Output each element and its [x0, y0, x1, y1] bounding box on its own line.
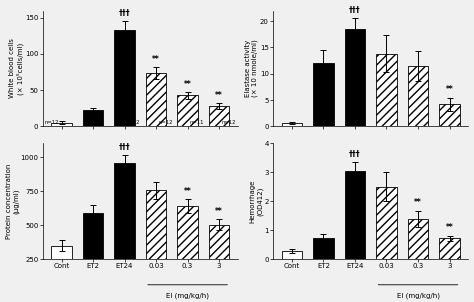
Bar	[376, 187, 397, 259]
Text: **: **	[414, 198, 422, 207]
Bar	[177, 206, 198, 259]
Text: **: **	[215, 207, 223, 216]
Bar	[146, 73, 166, 126]
Y-axis label: White blood cells
(× 10⁵cells/ml): White blood cells (× 10⁵cells/ml)	[9, 38, 24, 98]
Text: †††: †††	[119, 143, 130, 152]
Bar	[209, 225, 229, 259]
Bar	[146, 191, 166, 259]
Text: **: **	[184, 187, 191, 196]
Bar	[345, 29, 365, 126]
Text: **: **	[152, 55, 160, 64]
Text: n=12: n=12	[45, 120, 59, 125]
Bar	[439, 104, 460, 126]
Bar	[313, 238, 334, 259]
Bar	[114, 30, 135, 126]
Text: n=12: n=12	[125, 120, 140, 125]
Text: †††: †††	[349, 6, 361, 15]
Text: **: **	[184, 80, 191, 89]
Bar	[282, 251, 302, 259]
Bar	[114, 162, 135, 259]
Text: El (mg/kg/h): El (mg/kg/h)	[397, 293, 439, 299]
Y-axis label: Protein concentration
(µg/ml): Protein concentration (µg/ml)	[6, 164, 19, 239]
Bar	[177, 95, 198, 126]
Bar	[209, 106, 229, 126]
Text: †††: †††	[119, 9, 130, 18]
Bar	[408, 66, 428, 126]
Y-axis label: Hemorrhage
(OD412): Hemorrhage (OD412)	[249, 180, 263, 223]
Bar	[345, 171, 365, 259]
Bar	[408, 219, 428, 259]
Text: **: **	[215, 91, 223, 100]
Bar	[376, 54, 397, 126]
Bar	[83, 213, 103, 259]
Text: n=12: n=12	[86, 120, 100, 125]
Bar	[83, 111, 103, 126]
Bar	[51, 123, 72, 126]
Bar	[313, 63, 334, 126]
Text: El (mg/kg/h): El (mg/kg/h)	[166, 293, 209, 299]
Text: n=12: n=12	[221, 120, 236, 125]
Bar	[282, 123, 302, 126]
Y-axis label: Elastase activity
(× 10 nmole/ml): Elastase activity (× 10 nmole/ml)	[245, 40, 258, 97]
Bar	[439, 239, 460, 259]
Text: n=11: n=11	[190, 120, 204, 125]
Text: **: **	[446, 223, 454, 232]
Bar	[51, 246, 72, 259]
Text: n=12: n=12	[158, 120, 173, 125]
Text: †††: †††	[349, 150, 361, 159]
Text: **: **	[446, 85, 454, 95]
